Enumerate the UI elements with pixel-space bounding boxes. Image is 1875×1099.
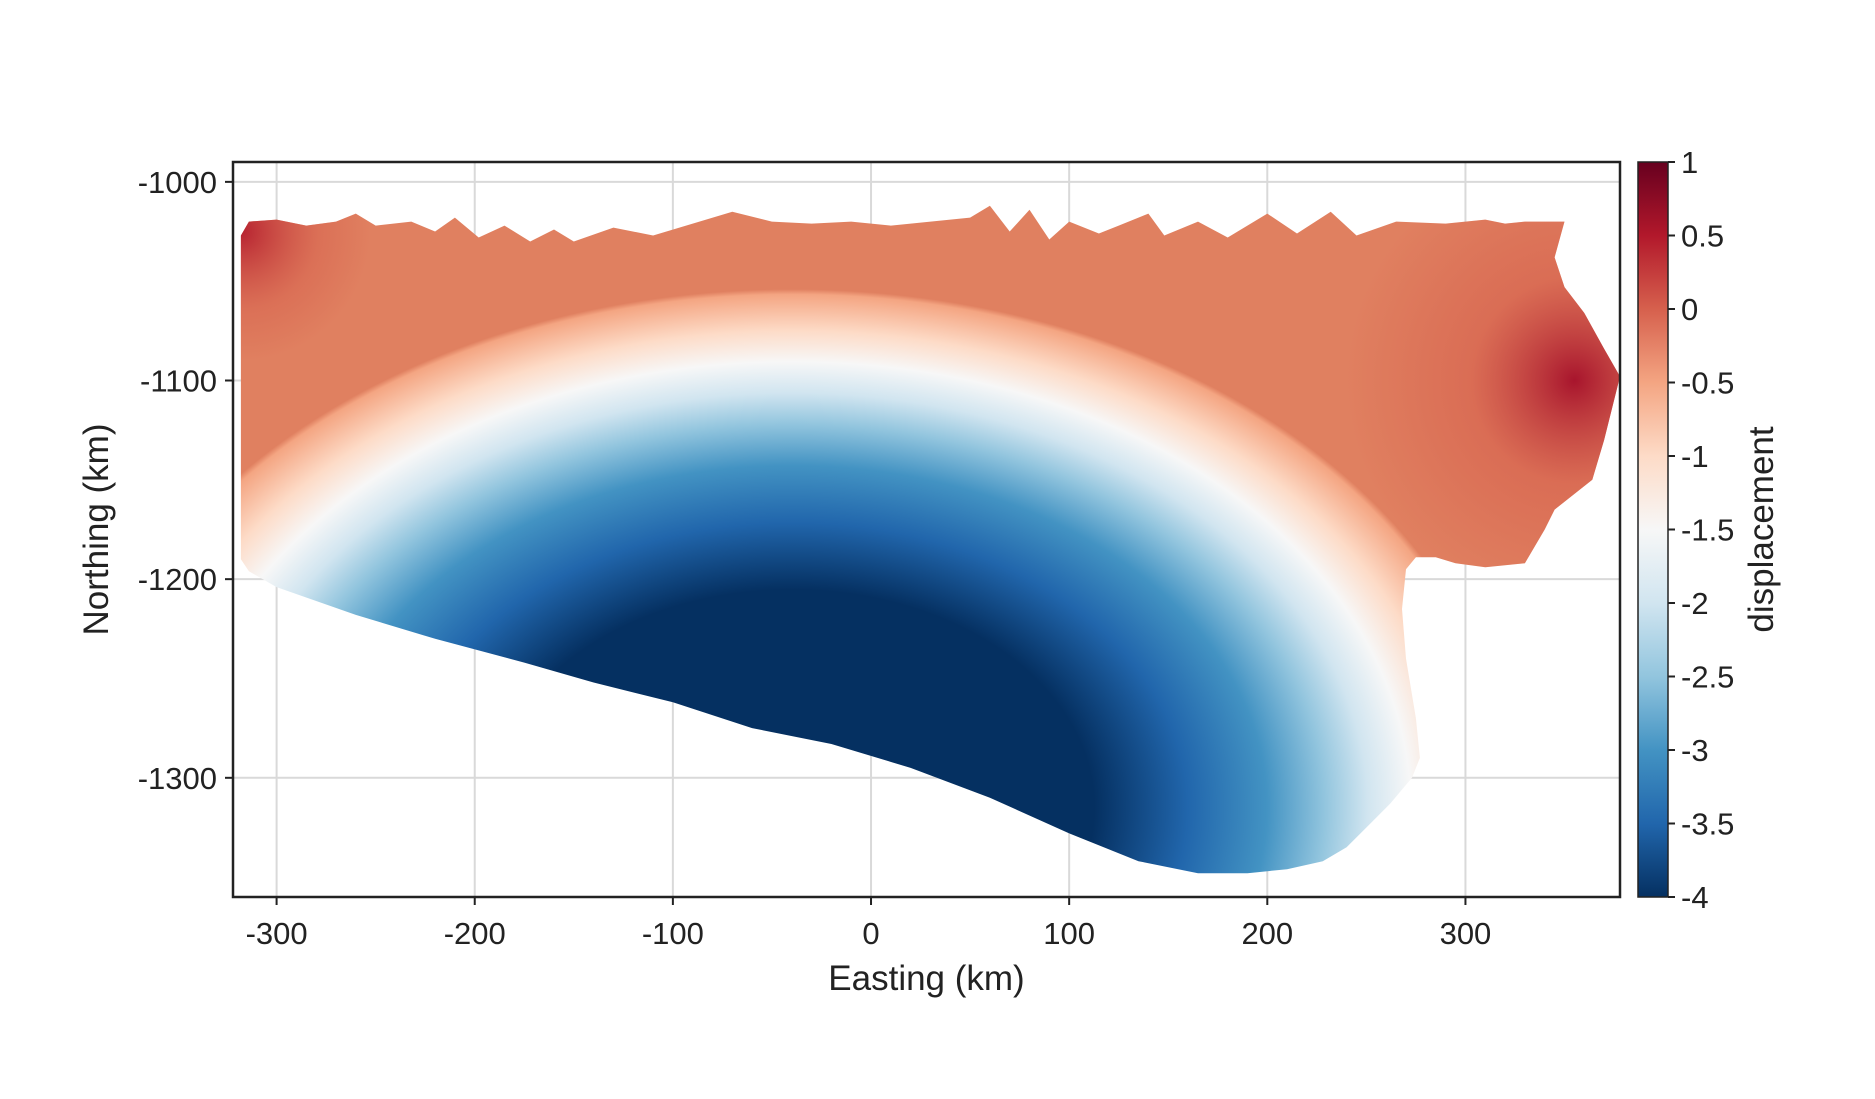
x-tick-label: 100 xyxy=(1043,916,1095,951)
colorbar-tick-label: -2 xyxy=(1681,586,1709,621)
colorbar-tick-label: -4 xyxy=(1681,880,1709,915)
colorbar-label: displacement xyxy=(1742,426,1781,632)
colorbar-tick-label: -1 xyxy=(1681,439,1709,474)
colorbar-tick-label: -2.5 xyxy=(1681,660,1734,695)
colorbar-tick-label: -3 xyxy=(1681,733,1709,768)
colorbar-tick-label: 0.5 xyxy=(1681,219,1724,254)
x-tick-label: -300 xyxy=(246,916,308,951)
colorbar-tick-label: 0 xyxy=(1681,292,1698,327)
x-tick-label: 0 xyxy=(862,916,879,951)
field-left-lobe xyxy=(240,205,1620,874)
colorbar-tick-label: 1 xyxy=(1681,145,1698,180)
colorbar-bar xyxy=(1637,161,1669,898)
y-tick-label: -1100 xyxy=(140,364,217,399)
x-axis-label: Easting (km) xyxy=(828,959,1024,998)
x-tick-label: -100 xyxy=(642,916,704,951)
colorbar: 1 0.5 0 -0.5 -1 -1.5 -2 -2.5 -3 -3.5 -4 displacemen… xyxy=(1637,145,1781,915)
y-tick-label: -1000 xyxy=(138,165,217,200)
y-tick-label: -1300 xyxy=(138,761,217,796)
y-tick-label: -1200 xyxy=(138,562,217,597)
colorbar-tick-label: -1.5 xyxy=(1681,513,1734,548)
displacement-field xyxy=(240,205,1620,874)
y-axis: -1000 -1100 -1200 -1300 Northing (km) xyxy=(77,165,233,796)
x-tick-label: -200 xyxy=(444,916,506,951)
colorbar-tick-label: -0.5 xyxy=(1681,366,1734,401)
plot-frame xyxy=(231,160,1622,899)
x-axis: -300 -200 -100 0 100 200 300 Easting (km) xyxy=(246,897,1492,998)
y-axis-label: Northing (km) xyxy=(77,424,116,636)
colorbar-tick-label: -3.5 xyxy=(1681,807,1734,842)
x-tick-label: 300 xyxy=(1440,916,1492,951)
x-tick-label: 200 xyxy=(1241,916,1293,951)
